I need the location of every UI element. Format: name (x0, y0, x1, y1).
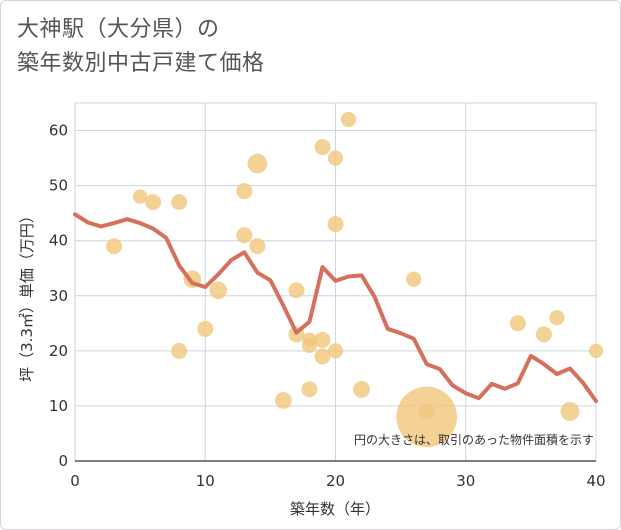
scatter-point (145, 194, 162, 211)
scatter-point (247, 153, 268, 174)
chart-title: 大神駅（大分県）の 築年数別中古戸建て価格 (17, 13, 265, 81)
scatter-point (275, 392, 292, 409)
scatter-point (560, 401, 580, 421)
scatter-point (406, 271, 422, 287)
scatter-point (327, 343, 344, 359)
size-note: 円の大きさは、取引のあった物件面積を示す (354, 432, 594, 447)
scatter-point (171, 194, 188, 211)
scatter-point (249, 238, 266, 255)
title-line-1: 大神駅（大分県）の (17, 17, 220, 42)
scatter-points (106, 111, 604, 448)
scatter-point (288, 282, 305, 299)
y-tick-label: 20 (49, 342, 68, 360)
scatter-point (171, 342, 188, 359)
y-axis-title: 坪（3.3㎡）単価（万円） (18, 208, 36, 382)
scatter-point (588, 343, 604, 359)
x-axis-title: 築年数（年） (290, 500, 380, 518)
scatter-point (419, 403, 435, 420)
scatter-point (209, 281, 228, 300)
x-tick-label: 30 (456, 472, 475, 490)
title-line-2: 築年数別中古戸建て価格 (17, 51, 265, 76)
y-tick-label: 0 (58, 452, 68, 470)
scatter-point (314, 139, 331, 156)
scatter-point (535, 326, 552, 343)
scatter-point (301, 337, 318, 353)
average-price-line (73, 212, 598, 403)
scatter-point (509, 315, 526, 332)
scatter-point (353, 381, 370, 398)
scatter-point (314, 331, 331, 348)
y-tick-label: 30 (49, 287, 68, 305)
scatter-point (340, 111, 357, 128)
x-tick-label: 40 (586, 472, 605, 490)
x-tick-label: 10 (196, 472, 215, 490)
scatter-point (301, 381, 318, 398)
scatter-point (236, 183, 253, 200)
average-line-layer (73, 212, 598, 403)
scatter-point (314, 348, 331, 365)
y-tick-label: 10 (49, 397, 68, 415)
scatter-point (106, 238, 123, 255)
scatter-point (197, 320, 214, 337)
y-tick-label: 50 (49, 177, 68, 195)
scatter-point (327, 216, 344, 233)
scatter-point (549, 310, 565, 326)
scatter-point (236, 227, 253, 244)
x-tick-label: 0 (70, 472, 80, 490)
x-tick-label: 20 (326, 472, 345, 490)
scatter-point (132, 189, 148, 204)
grid-lines (74, 102, 597, 462)
scatter-point (327, 150, 344, 166)
axes: 0 10 20 30 40 50 60 0 10 20 30 40 (49, 122, 606, 490)
y-tick-label: 60 (49, 122, 68, 140)
y-tick-label: 40 (49, 232, 68, 250)
